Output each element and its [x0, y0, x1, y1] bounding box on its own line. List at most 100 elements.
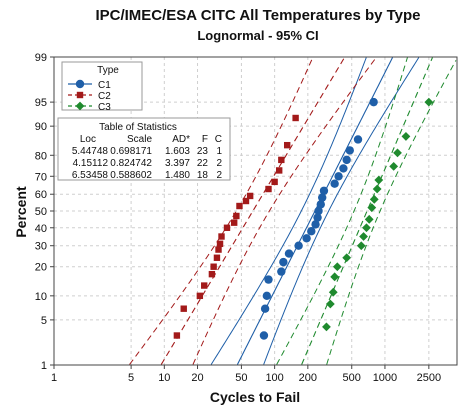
data-point-c2 [215, 246, 222, 253]
y-tick-label: 5 [41, 315, 47, 327]
data-point-c1 [316, 200, 325, 209]
data-point-c2 [223, 224, 231, 231]
y-tick-label: 70 [35, 171, 47, 183]
y-tick-label: 50 [35, 206, 47, 218]
data-point-c1 [259, 331, 269, 340]
ci-lower-c1 [210, 57, 367, 365]
data-point-c3 [330, 272, 340, 282]
data-point-c2 [213, 254, 221, 261]
data-point-c1 [314, 206, 323, 216]
data-point-c2 [233, 212, 240, 220]
stats-table-cell: 18 [197, 170, 209, 181]
data-point-c2 [283, 141, 291, 149]
legend-label-c2: C2 [98, 91, 111, 102]
data-point-c2 [265, 185, 272, 193]
stats-table-cell: 22 [197, 158, 209, 169]
data-point-c1 [330, 179, 339, 188]
data-point-c3 [356, 241, 366, 251]
data-points [173, 97, 434, 340]
data-point-c3 [367, 203, 377, 213]
y-tick-label: 60 [35, 189, 47, 201]
legend-label-c3: C3 [98, 102, 111, 113]
data-point-c1 [339, 164, 348, 173]
stats-table-cell: 1.603 [165, 146, 190, 157]
stats-table-cell: 0.588602 [110, 170, 152, 181]
data-point-c1 [279, 257, 288, 267]
fit-line-c3 [301, 57, 433, 365]
chart-title: IPC/IMEC/ESA CITC All Temperatures by Ty… [95, 7, 420, 24]
stats-table-cell: 6.53458 [72, 170, 109, 181]
data-point-c3 [389, 161, 399, 171]
data-point-c3 [364, 214, 374, 224]
data-point-c1 [342, 155, 351, 165]
data-point-c3 [342, 253, 352, 263]
stats-table-title: Table of Statistics [99, 122, 177, 133]
data-point-c2 [242, 197, 250, 205]
y-axis-title: Percent [13, 186, 29, 238]
data-point-c2 [230, 219, 238, 226]
data-point-c1 [262, 291, 272, 301]
stats-table-cell: 1 [216, 146, 222, 157]
data-point-c3 [362, 223, 371, 233]
data-point-c2 [201, 282, 208, 289]
data-point-c2 [196, 292, 204, 300]
ci-lower-c2 [129, 57, 314, 365]
data-point-c1 [313, 213, 322, 222]
data-point-c1 [334, 172, 343, 181]
data-point-c1 [277, 267, 286, 276]
data-point-c1 [345, 146, 354, 155]
stats-table-cell: 4.15112 [73, 158, 109, 169]
stats-table-header: Scale [127, 134, 152, 145]
legend-title: Type [97, 65, 119, 76]
data-point-c2 [210, 263, 217, 270]
data-point-c3 [359, 232, 368, 241]
x-tick-label: 10 [158, 372, 170, 384]
x-tick-label: 200 [299, 372, 317, 384]
data-point-c3 [424, 97, 434, 107]
x-tick-label: 5 [128, 372, 134, 384]
x-axis-title: Cycles to Fail [210, 389, 300, 405]
ci-upper-c2 [192, 57, 377, 365]
data-point-c3 [372, 184, 382, 194]
data-point-c1 [353, 135, 363, 144]
data-point-c2 [208, 270, 216, 278]
data-point-c3 [325, 299, 335, 309]
confidence-bands [129, 57, 457, 365]
y-tick-label: 99 [35, 52, 47, 64]
data-point-c1 [260, 304, 270, 313]
stats-table-box [57, 117, 231, 181]
y-tick-label: 10 [35, 291, 47, 303]
data-point-c3 [322, 322, 331, 332]
stats-table-cell: 1.480 [165, 170, 190, 181]
stats-table-header: F [202, 134, 208, 145]
y-tick-label: 90 [35, 121, 47, 133]
stats-table-cell: 23 [197, 146, 209, 157]
x-tick-label: 50 [235, 372, 247, 384]
data-point-c3 [374, 175, 384, 185]
data-point-c2 [275, 167, 283, 174]
data-point-c2 [218, 233, 225, 240]
stats-table-header: Loc [80, 134, 96, 145]
stats-table-cell: 0.698171 [110, 146, 152, 157]
data-point-c3 [328, 287, 338, 297]
stats-table-cell: 5.44748 [72, 146, 109, 157]
data-point-c1 [284, 249, 294, 258]
data-point-c2 [180, 305, 187, 312]
data-point-c1 [294, 241, 303, 250]
y-tick-label: 1 [41, 360, 47, 372]
stats-table-cell: 0.824742 [110, 158, 152, 169]
data-point-c2 [246, 192, 254, 200]
data-point-c1 [264, 275, 273, 284]
data-point-c1 [311, 220, 320, 229]
legend-label-c1: C1 [98, 80, 111, 91]
y-tick-label: 20 [35, 262, 47, 274]
x-tick-label: 1 [51, 372, 57, 384]
y-tick-label: 40 [35, 223, 47, 235]
x-tick-label: 500 [343, 372, 361, 384]
data-point-c2 [236, 202, 243, 210]
data-point-c3 [401, 132, 411, 141]
y-tick-label: 95 [35, 97, 47, 109]
data-point-c1 [369, 97, 378, 107]
